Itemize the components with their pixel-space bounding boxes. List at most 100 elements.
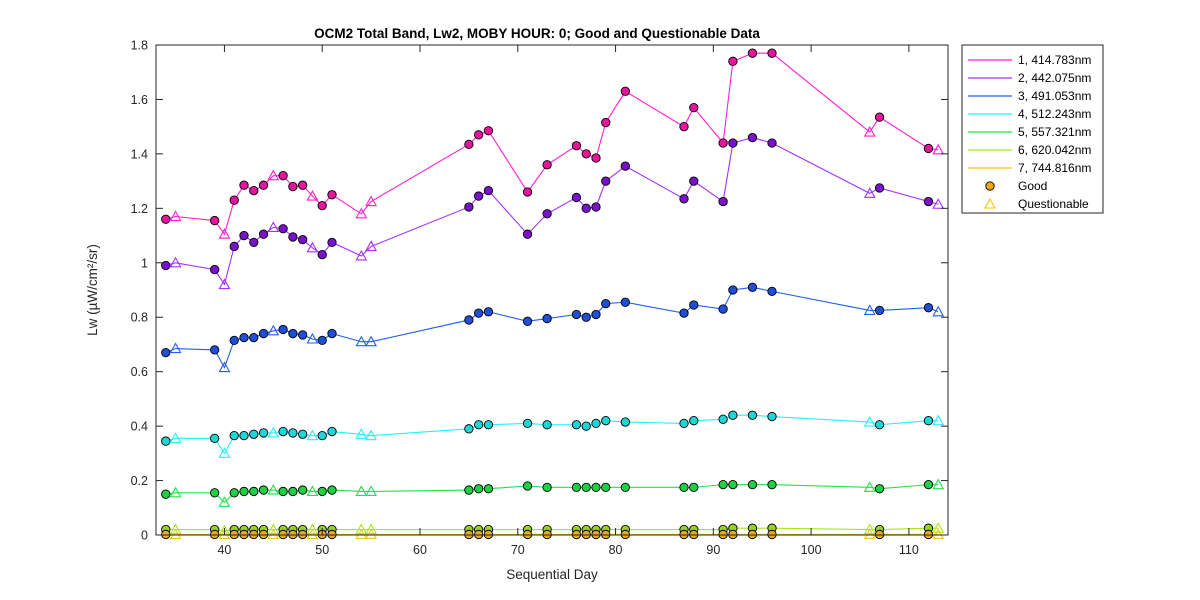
questionable-point <box>306 241 319 253</box>
good-point <box>689 102 699 113</box>
good-point <box>601 529 611 540</box>
good-point <box>278 529 288 540</box>
good-point <box>474 420 484 430</box>
good-point <box>239 332 249 343</box>
good-point <box>522 187 533 197</box>
good-point <box>620 86 630 96</box>
good-point <box>317 430 327 441</box>
good-point <box>689 482 699 493</box>
good-point <box>923 196 934 207</box>
good-point <box>591 202 601 212</box>
good-point <box>298 529 308 540</box>
good-point <box>874 529 885 540</box>
questionable-point <box>932 528 945 540</box>
good-point <box>728 410 738 420</box>
x-tick-label: 100 <box>801 543 822 557</box>
questionable-point <box>355 249 368 261</box>
good-point <box>679 482 689 493</box>
y-tick-label: 0 <box>141 529 148 543</box>
questionable-point <box>355 523 368 535</box>
questionable-point <box>932 478 945 490</box>
questionable-point <box>863 528 876 540</box>
questionable-point <box>267 169 280 181</box>
questionable-point <box>218 278 231 290</box>
good-point <box>571 192 582 203</box>
good-point <box>278 324 288 335</box>
legend-label: 7, 744.816nm <box>1018 161 1091 175</box>
questionable-point <box>267 523 280 535</box>
questionable-point <box>355 335 368 347</box>
good-point <box>522 529 533 540</box>
chart-title: OCM2 Total Band, Lw2, MOBY HOUR: 0; Good… <box>314 26 760 41</box>
good-point <box>474 191 484 201</box>
good-point <box>591 418 601 429</box>
good-point <box>483 307 494 317</box>
x-tick-label: 50 <box>315 543 329 557</box>
good-point <box>249 429 259 439</box>
questionable-point <box>932 522 945 533</box>
x-tick-label: 40 <box>217 543 231 557</box>
good-point <box>278 486 288 497</box>
good-point <box>522 229 533 239</box>
legend-label: Good <box>1018 179 1047 193</box>
good-point <box>317 486 327 497</box>
good-point <box>278 171 288 181</box>
series-5 <box>161 478 945 507</box>
series-7 <box>161 528 945 540</box>
questionable-point <box>169 210 182 222</box>
good-point <box>161 436 171 446</box>
good-point <box>522 418 533 429</box>
questionable-point <box>932 414 945 426</box>
good-point <box>249 332 259 343</box>
good-point <box>718 304 728 314</box>
y-axis-label: Lw (µW/cm²/sr) <box>85 244 100 336</box>
questionable-point <box>267 426 280 438</box>
good-point <box>718 138 728 148</box>
questionable-point <box>365 523 378 535</box>
good-point <box>464 139 474 150</box>
good-point <box>464 424 474 434</box>
questionable-point <box>355 428 368 439</box>
axis-layer: 40 50 60 70 80 90 100 110 0 0.2 0.4 0.6 0.8 1 1.2 1.4 1.… <box>131 39 948 557</box>
good-point <box>249 486 259 497</box>
series-3 <box>161 282 945 373</box>
good-point <box>278 426 288 437</box>
good-point <box>210 488 220 498</box>
series-layer <box>161 48 945 540</box>
good-point <box>747 48 758 58</box>
good-point <box>581 529 591 540</box>
good-point <box>229 195 239 205</box>
good-point <box>298 180 308 190</box>
good-point <box>679 308 689 318</box>
legend-label: 2, 442.075nm <box>1018 71 1091 85</box>
questionable-point <box>355 528 368 540</box>
questionable-point <box>218 447 231 458</box>
good-point <box>161 214 171 224</box>
good-point <box>679 418 689 429</box>
questionable-point <box>169 486 182 498</box>
good-point <box>591 482 601 493</box>
good-point <box>728 138 738 148</box>
plot-border <box>155 44 949 536</box>
good-point <box>210 264 220 275</box>
good-point <box>464 202 474 212</box>
x-tick-label: 60 <box>413 543 427 557</box>
good-point <box>767 411 777 422</box>
good-point <box>767 138 777 148</box>
y-tick-label: 0.2 <box>131 474 148 488</box>
good-point <box>327 426 337 437</box>
questionable-point <box>863 415 876 427</box>
questionable-point <box>863 125 876 137</box>
good-point <box>210 345 220 355</box>
good-point <box>288 529 298 540</box>
good-point <box>258 180 269 190</box>
good-point <box>522 481 533 491</box>
good-point <box>161 489 171 499</box>
good-point <box>679 194 689 204</box>
good-point <box>923 303 934 313</box>
good-point <box>161 347 171 358</box>
good-point <box>923 416 934 426</box>
good-point <box>464 315 474 325</box>
good-point <box>474 308 484 318</box>
good-point <box>229 335 239 346</box>
